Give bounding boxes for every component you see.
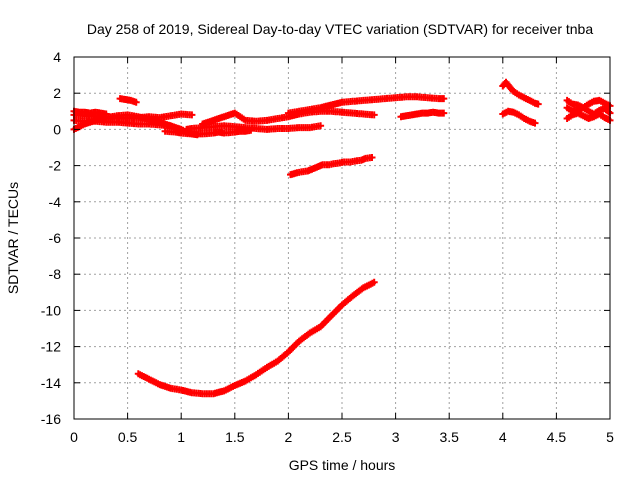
series-track-e — [116, 95, 140, 106]
data-point-marker — [102, 110, 110, 118]
y-tick-label: -2 — [49, 158, 62, 174]
data-point-marker — [534, 100, 542, 108]
x-tick-label: 5 — [606, 429, 614, 445]
y-tick-label: -4 — [49, 194, 62, 210]
series-track-k — [287, 154, 376, 179]
x-tick-label: 0 — [70, 429, 78, 445]
y-tick-label: -14 — [41, 375, 61, 391]
data-point-marker — [317, 122, 325, 130]
x-tick-label: 2.5 — [332, 429, 352, 445]
data-point-marker — [167, 122, 174, 130]
x-tick-label: 3 — [392, 429, 400, 445]
chart-title: Day 258 of 2019, Sidereal Day-to-day VTE… — [87, 21, 594, 37]
data-point-marker — [368, 154, 376, 161]
data-point-marker — [370, 111, 378, 119]
data-point-marker — [531, 119, 539, 127]
series-track-m — [499, 78, 542, 108]
y-tick-label: 4 — [53, 49, 61, 65]
data-point-marker — [247, 126, 255, 134]
y-tick-label: -6 — [49, 230, 62, 246]
x-tick-label: 4.5 — [547, 429, 567, 445]
series-track-j — [397, 108, 448, 121]
series-track-i — [284, 93, 448, 117]
x-axis-label: GPS time / hours — [289, 457, 396, 473]
y-tick-label: 2 — [53, 85, 61, 101]
x-tick-label: 0.5 — [118, 429, 138, 445]
x-tick-label: 1 — [177, 429, 185, 445]
data-point-marker — [440, 95, 448, 103]
data-point-marker — [370, 278, 378, 286]
y-tick-label: -10 — [41, 302, 61, 318]
x-tick-label: 2 — [285, 429, 293, 445]
y-tick-label: 0 — [53, 121, 61, 137]
series-track-g — [161, 126, 255, 138]
x-tick-label: 3.5 — [439, 429, 459, 445]
x-tick-label: 1.5 — [225, 429, 245, 445]
data-point-marker — [132, 98, 140, 106]
data-series — [70, 78, 614, 398]
y-tick-label: -12 — [41, 339, 61, 355]
series-track-d — [70, 116, 174, 130]
axis-ticks: 0 0.5 1 1.5 2 2.5 3 3.5 4 4.5 5 -16 -14 -12 -10 -8 -6 -4 -… — [41, 49, 614, 445]
y-tick-label: -8 — [49, 266, 62, 282]
series-track-o — [563, 96, 614, 112]
series-track-n — [499, 107, 539, 127]
series-track-l — [134, 278, 378, 398]
y-axis-label: SDTVAR / TECUs — [5, 182, 21, 294]
data-point-marker — [605, 108, 613, 116]
y-tick-label: -16 — [41, 411, 61, 427]
data-point-marker — [188, 111, 196, 119]
x-tick-label: 4 — [499, 429, 507, 445]
data-point-marker — [440, 109, 448, 117]
